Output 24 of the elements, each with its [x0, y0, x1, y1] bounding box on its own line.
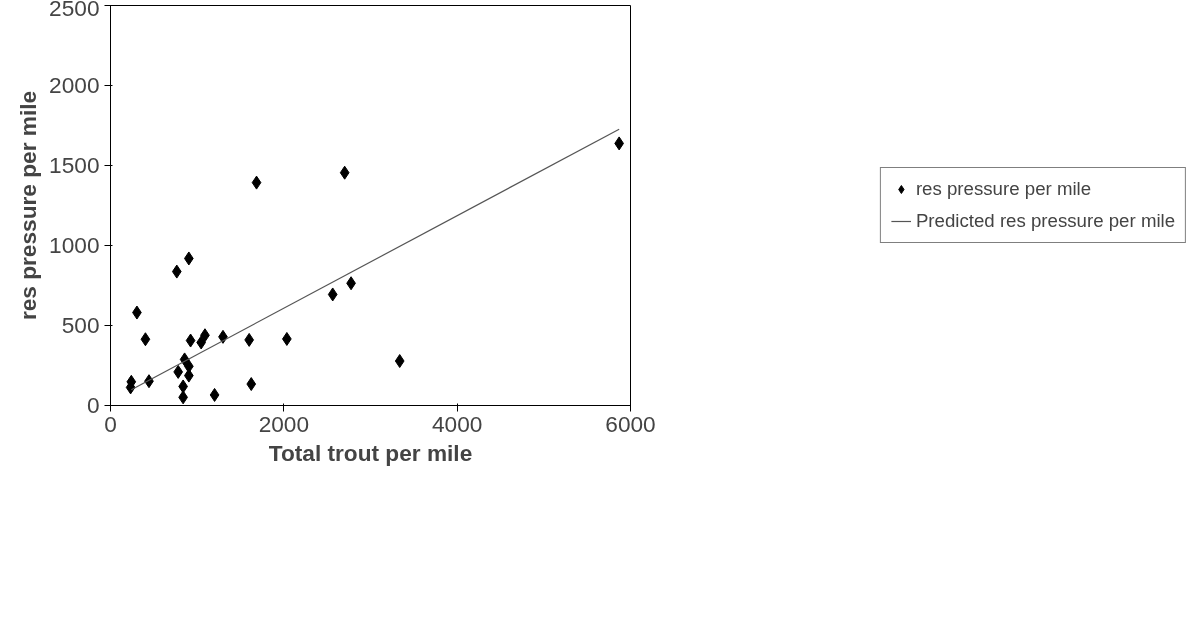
point [394, 354, 405, 369]
point [171, 264, 182, 279]
legend-label: Predicted res pressure per mile [915, 210, 1176, 232]
y-tick-label: 2000 [49, 72, 100, 98]
x-axis-title: Total trout per mile [268, 439, 473, 466]
point [251, 175, 262, 190]
y-tick-label: 500 [61, 312, 100, 338]
point [339, 165, 350, 180]
y-tick-label: 0 [86, 392, 100, 418]
y-tick-label: 2500 [49, 0, 100, 21]
y-tick-label: 1500 [49, 152, 100, 178]
x-tick-label: 0 [104, 410, 117, 437]
y-axis-title: res pressure per mile [15, 90, 42, 321]
point [185, 333, 196, 348]
point [246, 377, 257, 392]
point [327, 287, 338, 302]
y-tick-label: 1000 [49, 232, 100, 258]
point [209, 387, 220, 402]
point [173, 364, 184, 379]
x-tick-label: 2000 [258, 410, 310, 437]
point [140, 332, 151, 347]
x-tick-label: 6000 [605, 410, 656, 437]
legend-label: res pressure per mile [915, 178, 1092, 200]
x-tick-label: 4000 [431, 410, 483, 437]
